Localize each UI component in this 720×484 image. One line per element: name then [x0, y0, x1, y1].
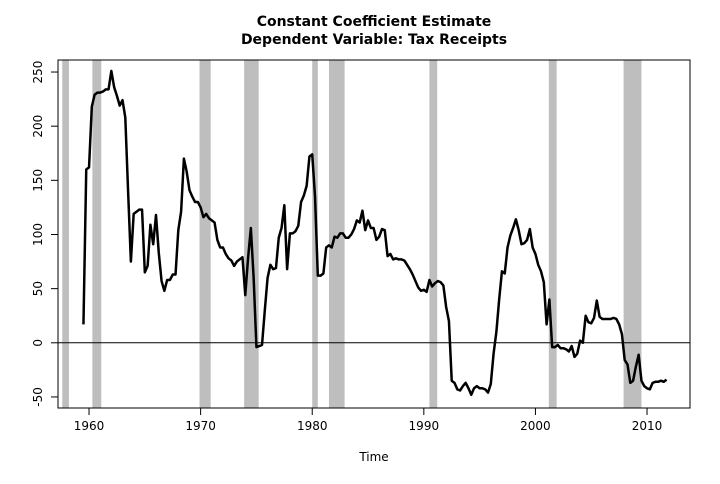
y-tick-label: 150	[31, 169, 45, 192]
shaded-period	[62, 60, 69, 408]
x-tick-label: 1960	[74, 419, 105, 433]
x-tick-label: 2010	[632, 419, 663, 433]
x-tick-label: 2000	[520, 419, 551, 433]
data-line	[82, 69, 668, 397]
y-tick-label: 250	[31, 61, 45, 84]
x-axis-title: Time	[358, 450, 388, 464]
x-tick-label: 1990	[409, 419, 440, 433]
x-tick-label: 1980	[297, 419, 328, 433]
y-tick-label: 200	[31, 115, 45, 138]
y-tick-label: 100	[31, 223, 45, 246]
chart-title: Constant Coefficient Estimate	[257, 14, 492, 30]
shaded-period	[429, 60, 438, 408]
shaded-period	[312, 60, 318, 408]
shaded-period	[548, 60, 557, 408]
x-tick-label: 1970	[185, 419, 216, 433]
shaded-period	[92, 60, 102, 408]
y-tick-label: 50	[31, 281, 45, 296]
shaded-period	[328, 60, 345, 408]
shaded-period	[199, 60, 211, 408]
y-tick-label: -50	[31, 387, 45, 407]
shaded-period	[623, 60, 642, 408]
y-tick-label: 0	[31, 339, 45, 347]
chart-subtitle: Dependent Variable: Tax Receipts	[241, 32, 507, 48]
